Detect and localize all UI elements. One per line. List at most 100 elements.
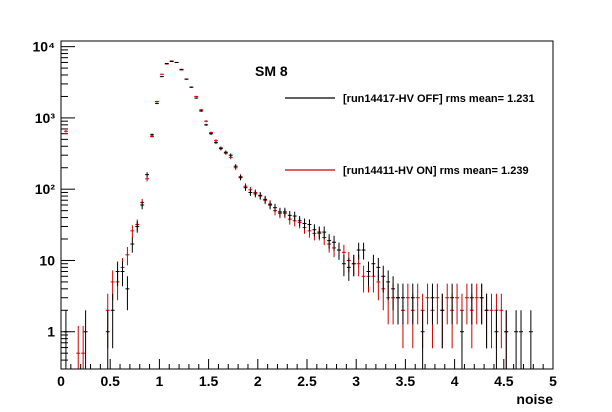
data-point bbox=[164, 63, 169, 65]
data-point bbox=[381, 265, 386, 293]
data-point bbox=[528, 310, 533, 369]
data-point bbox=[130, 225, 135, 238]
data-point bbox=[292, 211, 297, 222]
data-point bbox=[125, 276, 130, 311]
data-point bbox=[209, 132, 214, 136]
x-tick-label: 3.5 bbox=[396, 373, 416, 389]
data-point bbox=[317, 226, 322, 240]
data-point bbox=[194, 97, 199, 99]
data-point bbox=[410, 283, 415, 325]
data-point bbox=[430, 283, 435, 325]
y-tick-label: 10³ bbox=[35, 110, 56, 126]
x-tick-label: 2 bbox=[254, 373, 262, 389]
data-point bbox=[223, 150, 228, 154]
data-point bbox=[159, 73, 164, 75]
data-point bbox=[233, 164, 238, 169]
data-point bbox=[386, 270, 391, 301]
x-tick-label: 0 bbox=[57, 373, 65, 389]
data-point bbox=[376, 257, 381, 281]
data-point bbox=[322, 226, 327, 240]
data-point bbox=[474, 283, 479, 325]
data-point bbox=[150, 133, 154, 137]
data-point bbox=[440, 293, 445, 349]
x-tick-label: 0.5 bbox=[100, 373, 120, 389]
data-point bbox=[154, 102, 159, 105]
data-point bbox=[396, 283, 400, 325]
data-point bbox=[184, 78, 189, 80]
x-tick-label: 5 bbox=[549, 373, 557, 389]
data-point bbox=[110, 293, 115, 349]
data-point bbox=[258, 192, 263, 199]
data-point bbox=[499, 293, 504, 349]
data-point bbox=[238, 175, 243, 181]
data-point bbox=[341, 254, 346, 277]
data-point bbox=[154, 100, 159, 103]
ticks-layer: 0 0.5 1 1.5 2 2.5 3 3.5 4 4.5 5 1 10 10² 10³ 10⁴ bbox=[33, 39, 558, 389]
data-point bbox=[489, 293, 494, 349]
data-point bbox=[356, 242, 361, 260]
data-point bbox=[179, 68, 184, 70]
chart-title: SM 8 bbox=[255, 63, 288, 79]
data-point bbox=[218, 147, 223, 151]
data-point bbox=[312, 224, 317, 237]
data-point bbox=[514, 310, 519, 369]
data-point bbox=[346, 257, 351, 281]
data-point bbox=[332, 235, 337, 251]
data-point bbox=[405, 283, 410, 325]
data-point bbox=[361, 265, 366, 293]
data-point bbox=[337, 242, 341, 260]
data-point bbox=[445, 283, 450, 325]
data-point bbox=[135, 221, 140, 233]
data-point bbox=[228, 153, 233, 158]
data-point bbox=[263, 195, 268, 204]
data-point bbox=[484, 293, 489, 349]
data-point bbox=[125, 246, 130, 266]
data-point bbox=[307, 219, 312, 231]
data-point bbox=[105, 310, 110, 369]
x-tick-label: 1.5 bbox=[199, 373, 219, 389]
data-point bbox=[194, 95, 199, 98]
x-tick-label: 3 bbox=[352, 373, 360, 389]
data-point bbox=[204, 120, 209, 123]
data-point bbox=[479, 283, 484, 325]
data-point bbox=[268, 201, 273, 210]
x-tick-label: 4 bbox=[451, 373, 459, 389]
data-point bbox=[140, 201, 145, 210]
data-point bbox=[204, 123, 209, 126]
data-point bbox=[81, 325, 86, 369]
data-point bbox=[435, 283, 440, 325]
x-axis-label: noise bbox=[516, 391, 553, 407]
data-point bbox=[287, 210, 292, 221]
data-point bbox=[464, 283, 469, 325]
data-point bbox=[297, 216, 302, 227]
data-point bbox=[115, 261, 120, 287]
x-tick-label: 2.5 bbox=[297, 373, 317, 389]
data-point bbox=[83, 310, 88, 369]
data-point bbox=[63, 130, 68, 133]
legend-label-hv-on: [run14411-HV ON] rms mean= 1.239 bbox=[343, 165, 529, 177]
data-point bbox=[494, 310, 499, 369]
x-tick-label: 4.5 bbox=[494, 373, 514, 389]
data-point bbox=[327, 234, 332, 249]
legend-label-hv-off: [run14417-HV OFF] rms mean= 1.231 bbox=[343, 93, 535, 105]
data-point bbox=[371, 254, 376, 277]
data-point bbox=[273, 203, 277, 213]
data-point bbox=[469, 283, 474, 325]
data-point bbox=[277, 207, 282, 217]
y-tick-label: 10⁴ bbox=[33, 39, 56, 55]
data-point bbox=[519, 310, 523, 369]
data-point bbox=[366, 261, 371, 287]
series-0 bbox=[63, 60, 533, 369]
data-point bbox=[415, 283, 420, 325]
data-point bbox=[76, 325, 81, 369]
y-tick-label: 10 bbox=[39, 252, 55, 268]
series-layer bbox=[63, 60, 533, 369]
data-point bbox=[199, 110, 204, 112]
data-point bbox=[450, 283, 455, 325]
data-point bbox=[302, 218, 307, 230]
x-tick-label: 1 bbox=[156, 373, 164, 389]
data-point bbox=[361, 242, 366, 260]
legend: [run14417-HV OFF] rms mean= 1.231 [run14… bbox=[285, 93, 535, 177]
